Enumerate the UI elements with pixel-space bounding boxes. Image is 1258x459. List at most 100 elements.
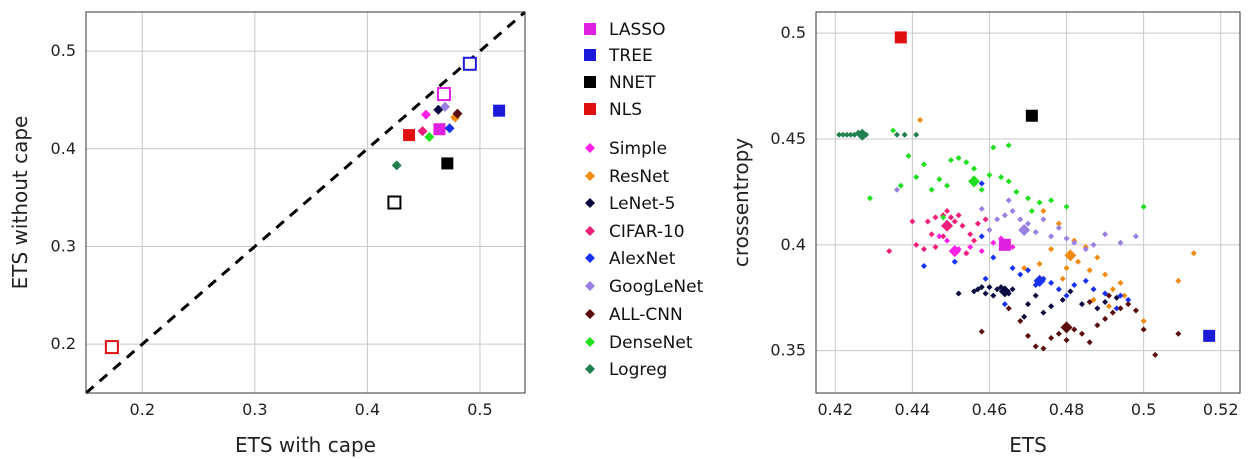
lenet-5-point [978,284,985,291]
legend-item-nnet: NNET [584,73,656,93]
right-axes-frame [815,11,1241,394]
alexnet-legend-marker [585,253,595,263]
alexnet-point [1001,301,1008,308]
densenet-point [890,127,897,134]
lasso-legend-marker [584,23,596,35]
simple-point [978,248,985,255]
all-cnn-point [1102,315,1109,322]
resnet-point [1063,265,1070,272]
googlenet-point [1032,229,1039,236]
googlenet-point [986,227,993,234]
cifar-10-point [951,218,958,225]
all-cnn-point [1132,307,1139,314]
x-tick-label: 0.5 [467,400,492,419]
densenet-point [1048,197,1055,204]
nnet-point [441,157,454,170]
legend-label: NNET [609,73,656,93]
logreg-point [901,131,908,138]
simple-point [936,233,943,240]
all-cnn-point [1109,309,1116,316]
x-tick-label: 0.52 [1203,400,1239,419]
alexnet-point [1113,305,1120,312]
cifar-10-point [944,207,951,214]
all-cnn-point [1048,334,1055,341]
googlenet-point [1009,207,1016,214]
resnet-point [1075,258,1082,265]
densenet-point [940,214,947,221]
googlenet-point [1025,220,1031,227]
densenet-point [971,165,978,172]
lenet-5-point [1021,313,1028,320]
googlenet-point [1005,197,1012,204]
legend: LASSO TREE NNET NLS Simple ResNet LeNet-5 CIFAR… [584,20,704,380]
tree-point [493,104,506,117]
legend-label: TREE [608,46,653,66]
googlenet-point [1132,233,1139,240]
left-y-axis-label: ETS without cape [8,116,32,290]
alexnet-point [1082,277,1089,284]
lasso-point [436,87,451,102]
y-tick-label: 0.5 [781,23,806,42]
legend-item-all-cnn: ALL-CNN [585,305,683,325]
googlenet-mean-point [1018,224,1031,237]
resnet-point [1121,292,1128,299]
simple-point [1009,243,1016,250]
all-cnn-point [1005,305,1012,312]
right-tick-labels: 0.42 0.44 0.46 0.48 0.5 0.52 0.35 0.4 0.45 0.5 [770,23,1238,419]
cifar-10-mean-point [941,219,954,232]
right-x-axis-label: ETS [1009,433,1047,457]
resnet-point [1175,277,1182,284]
logreg-point [839,131,846,138]
cifar-10-point [974,220,981,227]
googlenet-legend-marker [585,281,595,291]
densenet-legend-marker [585,337,595,347]
resnet-mean-point [1064,249,1077,262]
alexnet-point [1055,286,1062,293]
densenet-point [1005,178,1012,185]
alexnet-point [1090,286,1097,293]
cifar-10-point [920,246,927,253]
x-tick-label: 0.5 [1131,400,1156,419]
right-grid [816,12,1240,393]
lenet-5-point [1040,309,1047,316]
all-cnn-point [1105,292,1112,299]
diagonal-line [85,10,526,395]
alexnet-point [951,258,958,265]
densenet-point [936,176,943,183]
legend-label: GoogLeNet [609,277,704,297]
x-tick-label: 0.46 [972,400,1008,419]
tree-legend-marker [584,49,596,61]
cifar-10-point [909,218,916,225]
legend-item-densenet: DenseNet [585,333,693,353]
x-tick-label: 0.2 [130,400,155,419]
cifar-10-point [947,214,954,221]
logreg-point [893,131,900,138]
resnet-point [1140,318,1147,325]
cifar-10-point [913,241,920,248]
resnet-point [1102,271,1109,278]
densenet-point [986,171,993,178]
googlenet-point [978,205,985,212]
logreg-legend-marker [585,364,595,374]
densenet-point [990,144,997,151]
densenet-point [1013,188,1020,195]
densenet-mean-point [968,175,981,188]
all-cnn-point [1152,351,1159,358]
alexnet-point [982,275,989,282]
resnet-point [1059,275,1066,282]
cifar-10-point [924,218,931,225]
cifar-10-point [971,237,978,244]
legend-label: AlexNet [609,249,676,269]
lasso-point [433,123,446,136]
simple-point [967,243,974,250]
alexnet-point [978,233,985,240]
all-cnn-point [1117,305,1124,312]
all-cnn-point [1094,322,1101,329]
simple-mean-point [948,245,961,258]
logreg-point [847,131,854,138]
all-cnn-point [1086,298,1093,305]
googlenet-point [1082,246,1089,253]
densenet-point [1063,203,1070,210]
alexnet-point [1117,292,1124,299]
legend-label: LeNet-5 [609,194,675,214]
